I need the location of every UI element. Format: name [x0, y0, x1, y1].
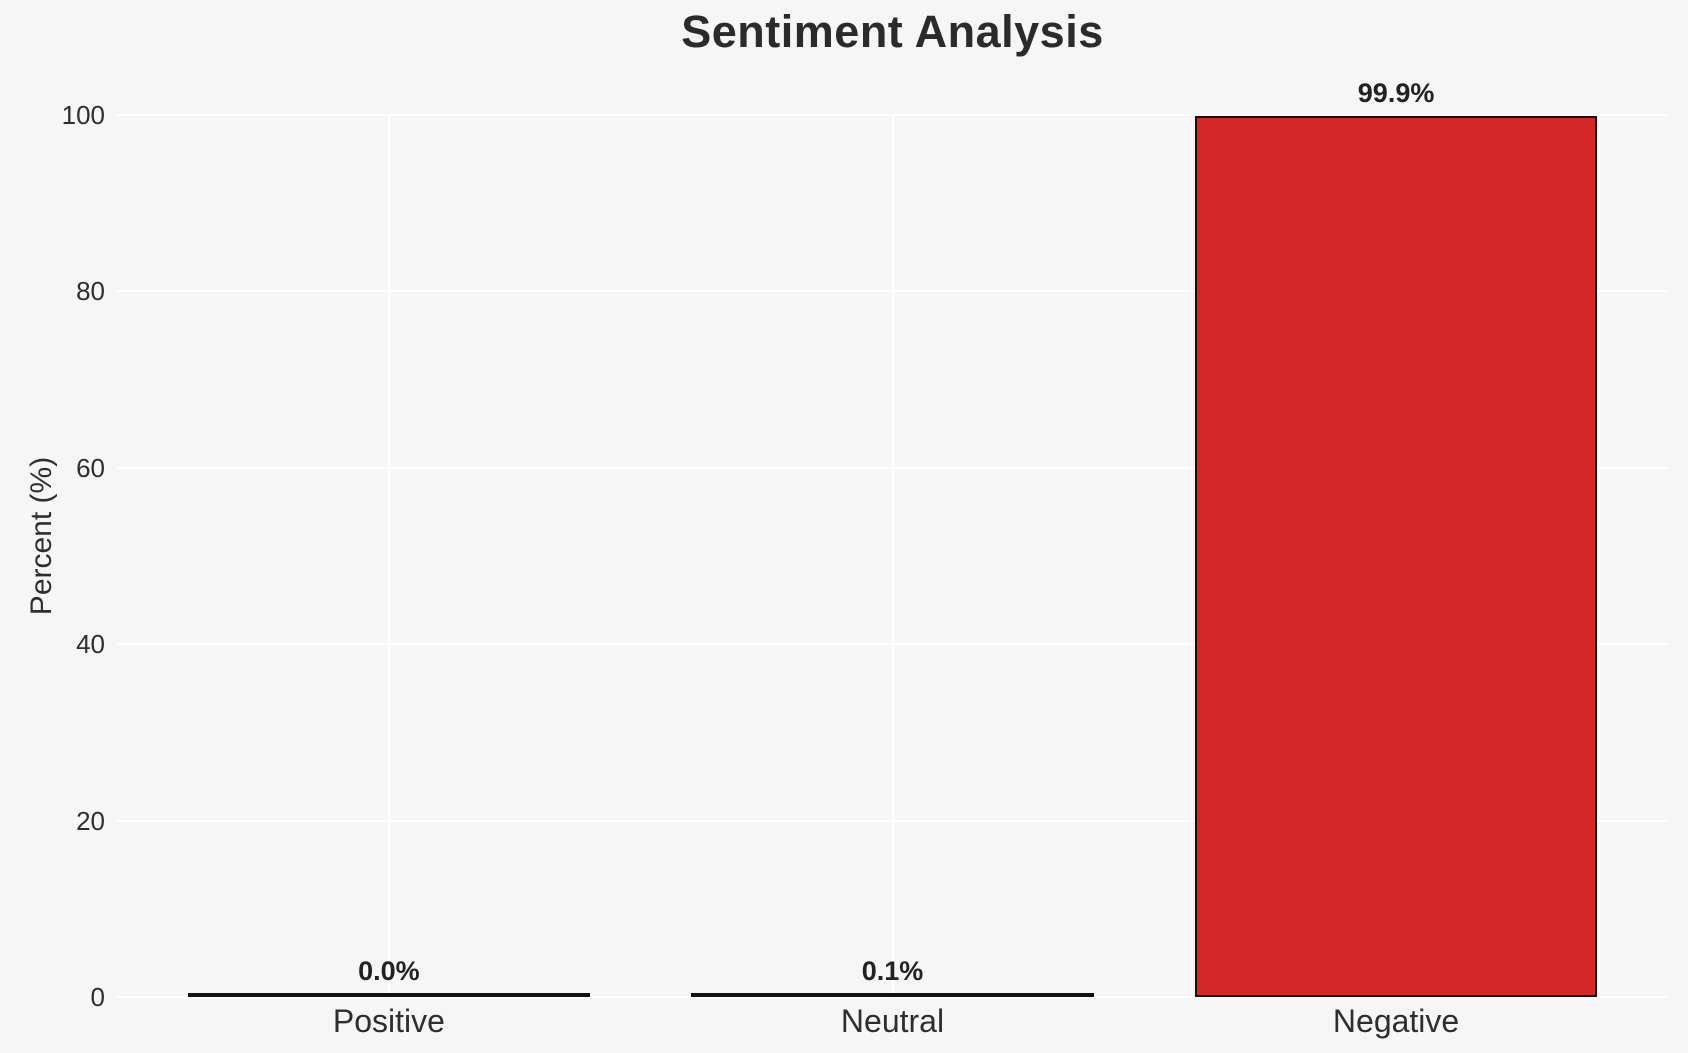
y-tick-label: 40 [76, 629, 105, 660]
bar-value-label: 0.1% [861, 956, 924, 986]
y-tick-label: 80 [76, 276, 105, 307]
gridline-vertical [387, 115, 390, 997]
bar-value-label: 0.0% [358, 956, 420, 986]
x-tick-label-positive: Positive [332, 1003, 445, 1039]
bar-neutral [691, 993, 1094, 997]
chart-title: Sentiment Analysis [681, 6, 1104, 57]
y-tick-label: 20 [76, 805, 105, 836]
gridline-vertical [891, 115, 894, 997]
bar-negative [1194, 115, 1598, 997]
gridline-horizontal [117, 996, 1668, 998]
bar-value-label: 99.9% [1357, 77, 1435, 108]
y-tick-label: 100 [61, 100, 105, 130]
x-tick-label-neutral: Neutral [840, 1003, 945, 1039]
y-tick-label: 60 [76, 452, 105, 483]
plot-area: 0.0% 0.1% 99.9% [117, 78, 1668, 998]
y-tick-label: 0 [90, 982, 105, 1012]
x-tick-label-negative: Negative [1332, 1003, 1460, 1039]
bar-positive [187, 993, 591, 997]
